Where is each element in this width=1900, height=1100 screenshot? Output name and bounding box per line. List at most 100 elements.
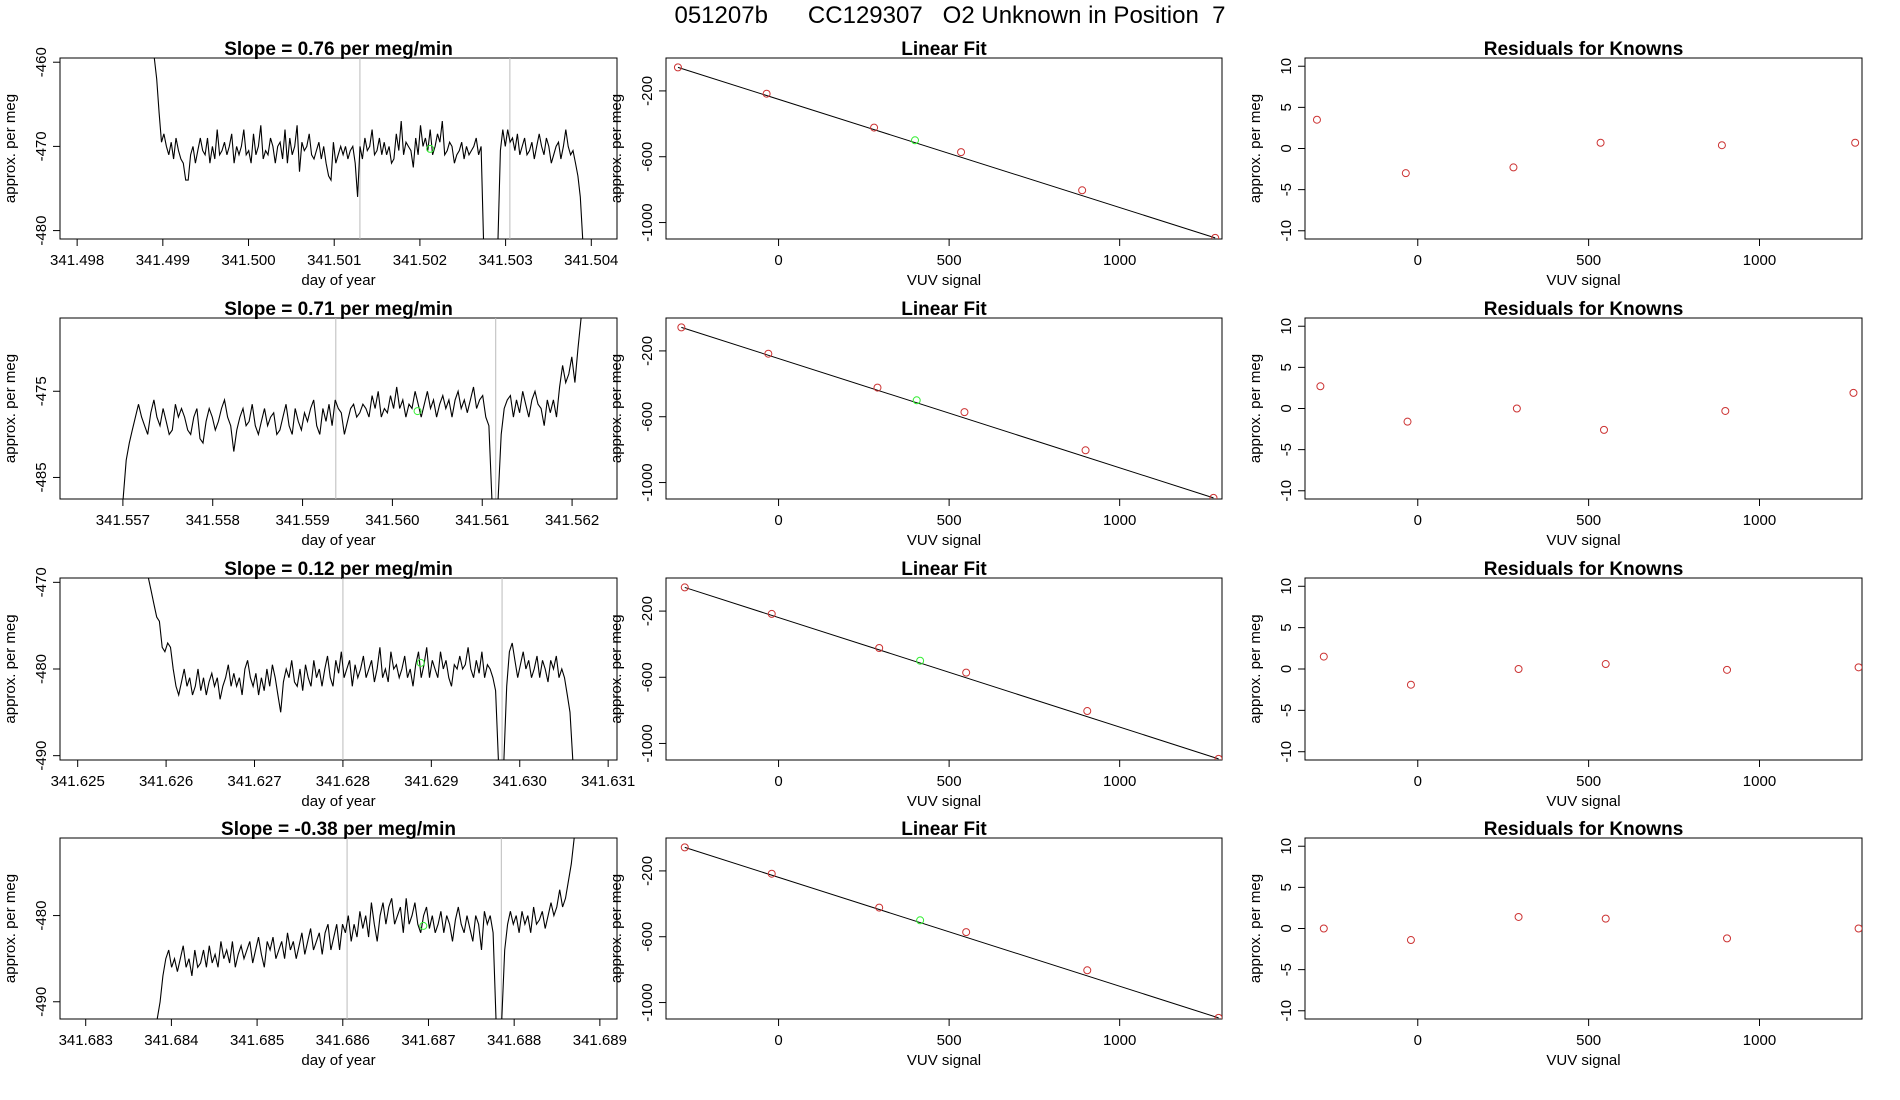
y-axis-label: approx. per meg: [2, 614, 19, 723]
plot-frame: [665, 577, 1223, 761]
y-tick-label: -485: [33, 462, 50, 492]
x-axis-label: VUV signal: [907, 532, 981, 549]
plot-frame: [59, 317, 618, 500]
unknown-sample-point: [916, 916, 925, 925]
known-standard-point: [962, 668, 971, 677]
time-series-panel-2: Slope = 0.71 per meg/min 341.557 341.558 34…: [2, 299, 618, 549]
y-tick-label: -200: [639, 596, 656, 626]
y-axis-label: approx. per meg: [1247, 94, 1264, 203]
y-tick-label: -470: [33, 131, 50, 161]
plot-frame: [59, 577, 618, 761]
y-tick-label: -1000: [639, 463, 656, 501]
known-standard-point: [680, 843, 689, 852]
y-axis-label: approx. per meg: [1247, 874, 1264, 983]
panel-title: Linear Fit: [901, 819, 987, 840]
residual-point: [1401, 169, 1410, 178]
residual-point: [1723, 665, 1732, 674]
y-axis-label: approx. per meg: [608, 614, 625, 723]
x-tick-label: 341.686: [316, 1032, 370, 1049]
x-tick-label: 0: [774, 773, 782, 790]
panel-title: Slope = 0.71 per meg/min: [224, 299, 453, 320]
panel-title: Slope = 0.12 per meg/min: [224, 559, 453, 580]
y-tick-label: -480: [33, 216, 50, 246]
residual-point: [1854, 663, 1862, 672]
x-tick-label: 1000: [1103, 252, 1136, 269]
panel-title: Linear Fit: [901, 559, 987, 580]
x-tick-label: 0: [774, 1032, 782, 1049]
y-tick-label: -460: [33, 47, 50, 77]
y-tick-label: -5: [1278, 704, 1295, 717]
panel-title: Residuals for Knowns: [1484, 819, 1684, 840]
y-axis-label: approx. per meg: [2, 94, 19, 203]
y-tick-label: -600: [639, 402, 656, 432]
y-tick-label: -1000: [639, 724, 656, 762]
residual-point: [1319, 652, 1328, 661]
residual-point: [1596, 138, 1605, 147]
y-tick-label: -10: [1278, 741, 1295, 763]
unknown-sample-point: [413, 407, 422, 416]
signal-series-line: [113, 318, 582, 499]
y-tick-label: -490: [33, 987, 50, 1017]
residuals-panel-2: Residuals for Knowns 0 500 1000 VUV signal 10…: [1247, 299, 1863, 549]
x-tick-label: 341.685: [230, 1032, 284, 1049]
x-tick-label: 1000: [1743, 252, 1776, 269]
plot-frame: [59, 57, 618, 240]
x-tick-label: 341.562: [545, 512, 599, 529]
residual-point: [1312, 115, 1321, 124]
plot-frame: [665, 57, 1223, 240]
y-tick-label: 0: [1278, 404, 1295, 412]
known-standard-point: [680, 583, 689, 592]
residual-point: [1851, 138, 1860, 147]
residual-point: [1512, 404, 1521, 413]
unknown-sample-point: [912, 396, 921, 405]
residual-point: [1601, 660, 1610, 669]
time-series-panel-1: Slope = 0.76 per meg/min 341.498 341.499 34…: [2, 39, 618, 289]
y-axis-label: approx. per meg: [608, 94, 625, 203]
y-tick-label: 10: [1278, 578, 1295, 595]
x-axis-label: VUV signal: [1546, 532, 1620, 549]
residuals-panel-1: Residuals for Knowns 0 500 1000 VUV signal 10…: [1247, 39, 1863, 289]
time-series-panel-3: Slope = 0.12 per meg/min 341.625 341.626 34…: [2, 559, 635, 810]
y-tick-label: -10: [1278, 1000, 1295, 1022]
residual-point: [1849, 388, 1858, 397]
linear-fit-panel-4: Linear Fit 0 500 1000 VUV signal -200 -600 -100…: [608, 819, 1223, 1069]
unknown-sample-point: [911, 136, 920, 145]
plot-frame: [1304, 577, 1863, 761]
y-tick-label: -480: [33, 654, 50, 684]
x-axis-label: VUV signal: [1546, 793, 1620, 810]
linear-fit-panel-2: Linear Fit 0 500 1000 VUV signal -200 -600 -100…: [608, 299, 1223, 549]
x-tick-label: 341.502: [393, 252, 447, 269]
fit-line: [684, 846, 1219, 1019]
known-standard-point: [873, 383, 882, 392]
y-tick-label: -600: [639, 142, 656, 172]
panel-title: Residuals for Knowns: [1484, 299, 1684, 320]
x-tick-label: 1000: [1743, 512, 1776, 529]
known-standard-point: [1211, 233, 1220, 239]
x-tick-label: 341.627: [227, 773, 281, 790]
y-tick-label: -200: [639, 336, 656, 366]
x-tick-label: 341.558: [186, 512, 240, 529]
x-tick-label: 500: [937, 1032, 962, 1049]
known-standard-point: [767, 609, 776, 618]
plot-frame: [1304, 57, 1863, 240]
residual-point: [1723, 934, 1732, 943]
plot-body: [1319, 652, 1862, 689]
plot-body: [680, 843, 1222, 1019]
known-standard-point: [1081, 446, 1090, 455]
x-tick-label: 341.689: [573, 1032, 627, 1049]
y-tick-label: -600: [639, 922, 656, 952]
x-axis-label: VUV signal: [1546, 1052, 1620, 1069]
x-axis-label: VUV signal: [907, 272, 981, 289]
residual-point: [1509, 163, 1518, 172]
y-tick-label: 5: [1278, 623, 1295, 631]
x-axis-label: day of year: [301, 1052, 375, 1069]
x-tick-label: 341.503: [478, 252, 532, 269]
x-tick-label: 1000: [1103, 773, 1136, 790]
y-tick-label: -5: [1278, 443, 1295, 456]
plot-body: [154, 838, 575, 1019]
known-standard-point: [1083, 966, 1092, 975]
signal-series-line: [153, 58, 584, 239]
x-tick-label: 500: [1576, 1032, 1601, 1049]
y-tick-label: 10: [1278, 838, 1295, 855]
x-tick-label: 341.630: [493, 773, 547, 790]
